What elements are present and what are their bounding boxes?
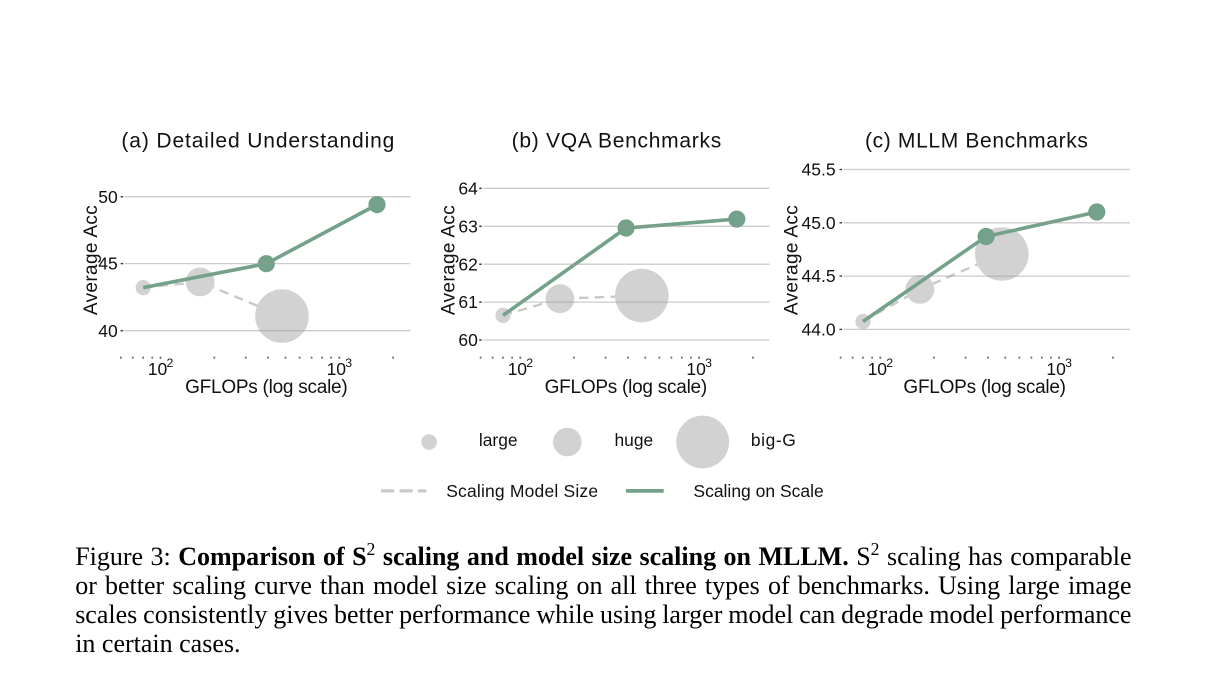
svg-text:10: 10 [686, 359, 706, 379]
svg-text:10: 10 [148, 359, 168, 379]
svg-text:62: 62 [458, 254, 477, 274]
svg-text:44.5: 44.5 [802, 266, 836, 286]
svg-text:2: 2 [166, 356, 173, 370]
svg-text:3: 3 [345, 356, 352, 370]
svg-text:60: 60 [458, 330, 478, 350]
svg-text:GFLOPs (log scale): GFLOPs (log scale) [545, 377, 707, 398]
svg-text:Scaling on Scale: Scaling on Scale [693, 481, 823, 501]
svg-text:44.0: 44.0 [802, 320, 836, 340]
svg-text:GFLOPs (log scale): GFLOPs (log scale) [903, 377, 1065, 398]
svg-text:40: 40 [98, 321, 118, 341]
svg-text:Average Acc: Average Acc [438, 205, 459, 315]
svg-text:(b) VQA Benchmarks: (b) VQA Benchmarks [512, 130, 722, 153]
svg-text:big-G: big-G [751, 430, 797, 450]
svg-text:45: 45 [98, 254, 117, 274]
svg-text:10: 10 [1046, 359, 1066, 379]
svg-text:(a) Detailed Understanding: (a) Detailed Understanding [121, 130, 395, 153]
svg-text:45.0: 45.0 [802, 213, 836, 233]
svg-text:10: 10 [327, 359, 347, 379]
svg-text:10: 10 [868, 359, 888, 379]
svg-text:Scaling Model Size: Scaling Model Size [446, 481, 598, 501]
svg-text:Average Acc: Average Acc [782, 205, 803, 315]
svg-text:2: 2 [886, 356, 893, 370]
svg-text:50: 50 [98, 187, 118, 207]
svg-text:10: 10 [508, 359, 528, 379]
svg-text:GFLOPs (log scale): GFLOPs (log scale) [185, 377, 347, 398]
svg-text:2: 2 [526, 356, 533, 370]
svg-text:Average Acc: Average Acc [81, 205, 102, 315]
svg-text:(c) MLLM Benchmarks: (c) MLLM Benchmarks [865, 130, 1089, 153]
svg-text:huge: huge [615, 430, 654, 450]
svg-text:large: large [479, 430, 518, 450]
svg-text:64: 64 [458, 178, 478, 198]
svg-text:3: 3 [705, 356, 712, 370]
svg-text:3: 3 [1065, 356, 1072, 370]
svg-text:45.5: 45.5 [802, 160, 836, 180]
svg-text:61: 61 [458, 292, 477, 312]
svg-text:63: 63 [458, 216, 477, 236]
